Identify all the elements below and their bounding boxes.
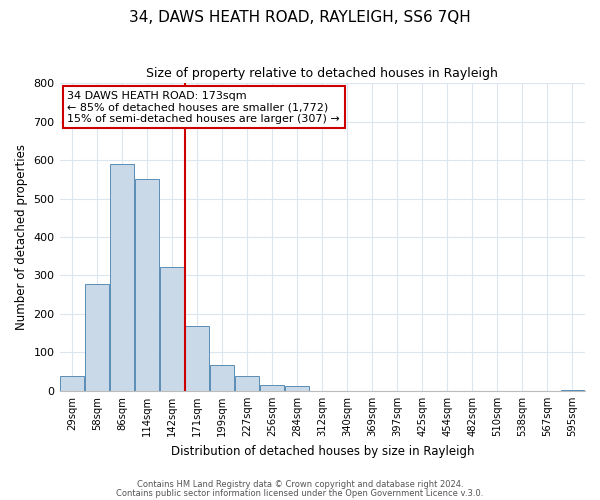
Bar: [286, 386, 309, 391]
Bar: [135, 180, 159, 391]
Bar: [185, 326, 209, 391]
X-axis label: Distribution of detached houses by size in Rayleigh: Distribution of detached houses by size …: [170, 444, 474, 458]
Text: Contains HM Land Registry data © Crown copyright and database right 2024.: Contains HM Land Registry data © Crown c…: [137, 480, 463, 489]
Bar: [210, 365, 234, 391]
Title: Size of property relative to detached houses in Rayleigh: Size of property relative to detached ho…: [146, 68, 498, 80]
Bar: [235, 376, 259, 391]
Text: 34, DAWS HEATH ROAD, RAYLEIGH, SS6 7QH: 34, DAWS HEATH ROAD, RAYLEIGH, SS6 7QH: [129, 10, 471, 25]
Y-axis label: Number of detached properties: Number of detached properties: [15, 144, 28, 330]
Bar: [60, 376, 84, 391]
Bar: [560, 390, 584, 391]
Bar: [160, 267, 184, 391]
Bar: [110, 164, 134, 391]
Bar: [260, 385, 284, 391]
Text: Contains public sector information licensed under the Open Government Licence v.: Contains public sector information licen…: [116, 489, 484, 498]
Text: 34 DAWS HEATH ROAD: 173sqm
← 85% of detached houses are smaller (1,772)
15% of s: 34 DAWS HEATH ROAD: 173sqm ← 85% of deta…: [67, 91, 340, 124]
Bar: [85, 284, 109, 391]
